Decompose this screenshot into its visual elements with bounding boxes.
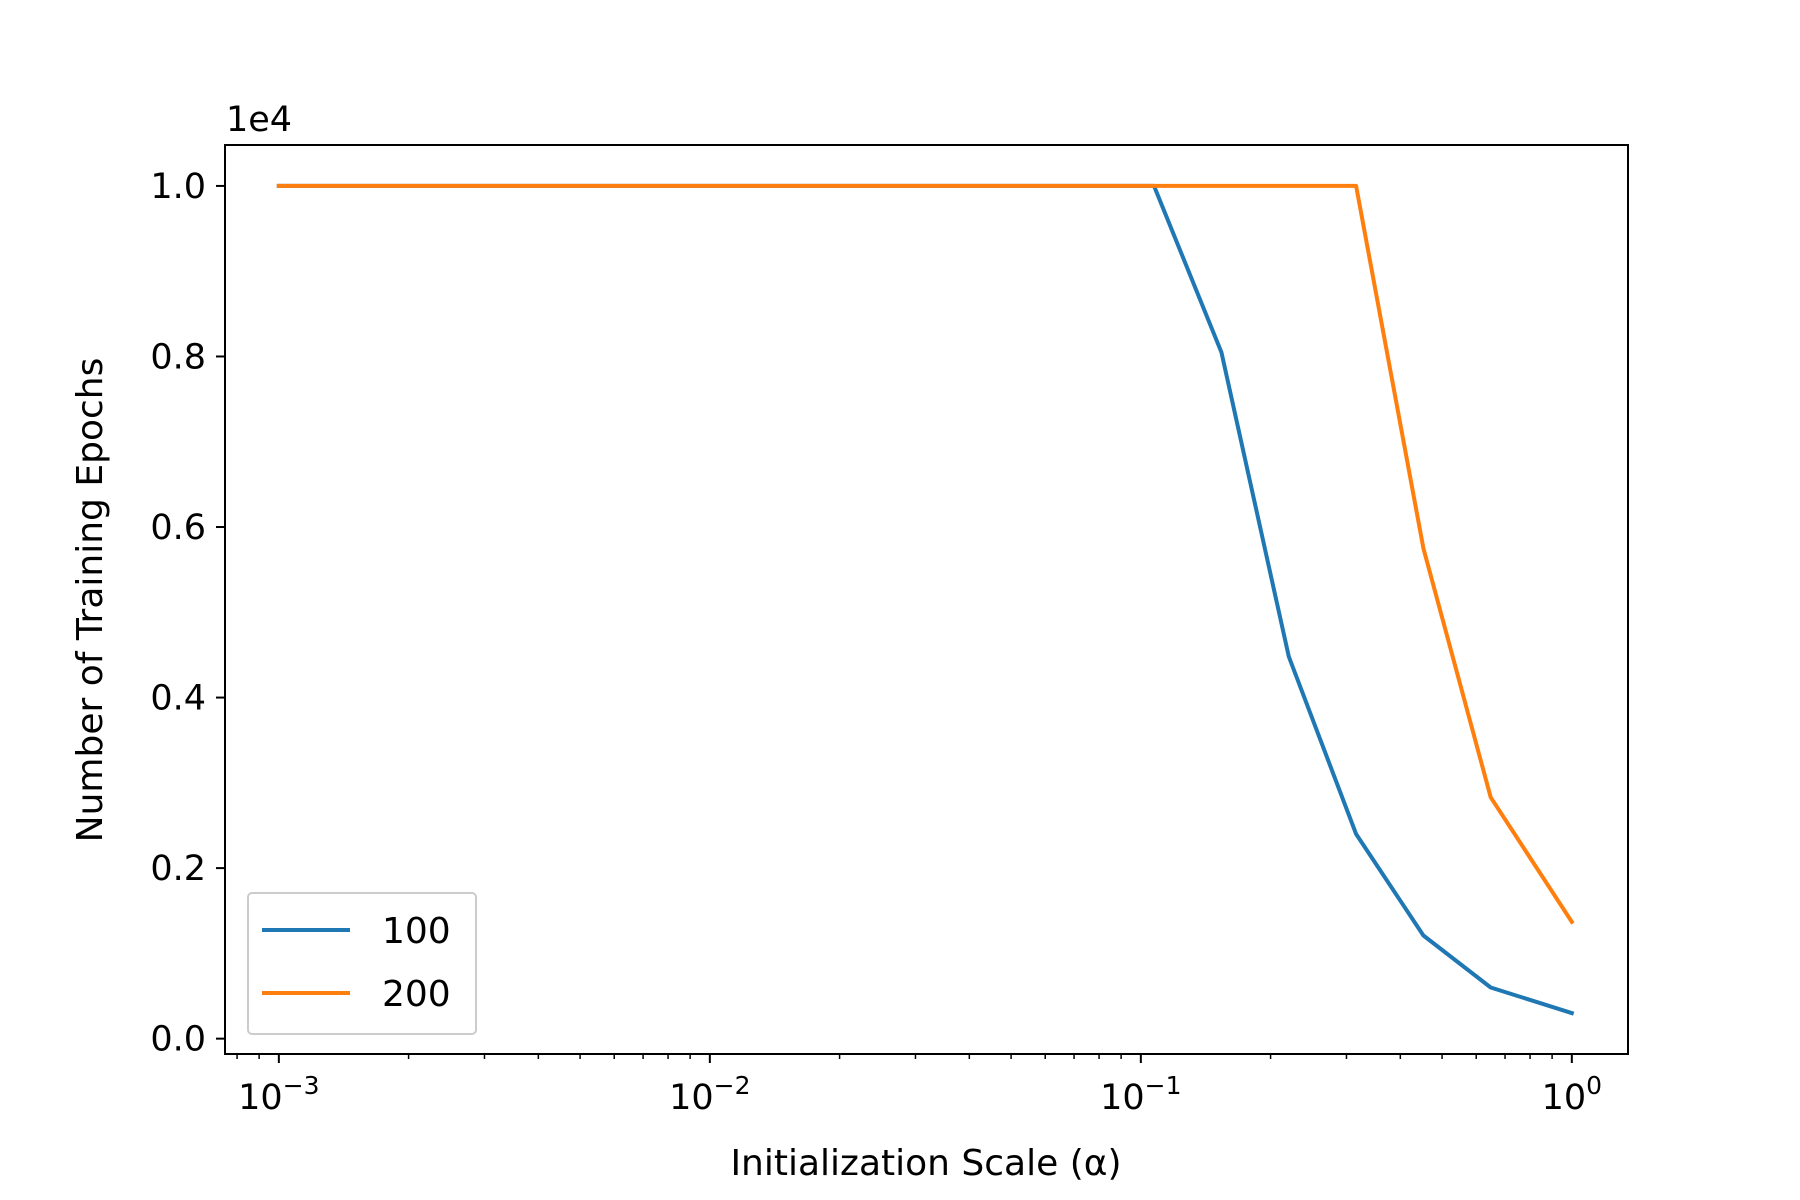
legend: 100 200 bbox=[247, 892, 477, 1035]
x-axis-label: Initialization Scale (α) bbox=[730, 1143, 1121, 1184]
y-axis: 0.0 0.2 0.4 0.6 0.8 1.0 bbox=[150, 167, 225, 1060]
y-offset-label: 1e4 bbox=[226, 100, 292, 140]
series-line-200 bbox=[276, 183, 1575, 925]
y-tick-label: 0.8 bbox=[150, 337, 206, 377]
y-tick-label: 0.4 bbox=[150, 679, 206, 719]
y-tick-label: 0.2 bbox=[150, 849, 206, 889]
y-tick-label: 0.6 bbox=[150, 508, 206, 548]
legend-label-200: 200 bbox=[382, 974, 451, 1015]
x-tick-label: 100 bbox=[1542, 1071, 1602, 1118]
x-tick-label: 10−2 bbox=[669, 1071, 750, 1118]
x-tick-label: 10−3 bbox=[238, 1071, 319, 1118]
x-tick-label: 10−1 bbox=[1100, 1071, 1181, 1118]
series-layer bbox=[276, 183, 1575, 1016]
legend-label-100: 100 bbox=[382, 911, 451, 952]
x-axis: 10−3 10−2 10−1 100 bbox=[236, 1054, 1602, 1118]
y-axis-label: Number of Training Epochs bbox=[70, 358, 111, 843]
y-tick-label: 1.0 bbox=[150, 167, 206, 207]
plot-frame bbox=[224, 144, 1629, 1055]
y-tick-label: 0.0 bbox=[150, 1020, 206, 1060]
